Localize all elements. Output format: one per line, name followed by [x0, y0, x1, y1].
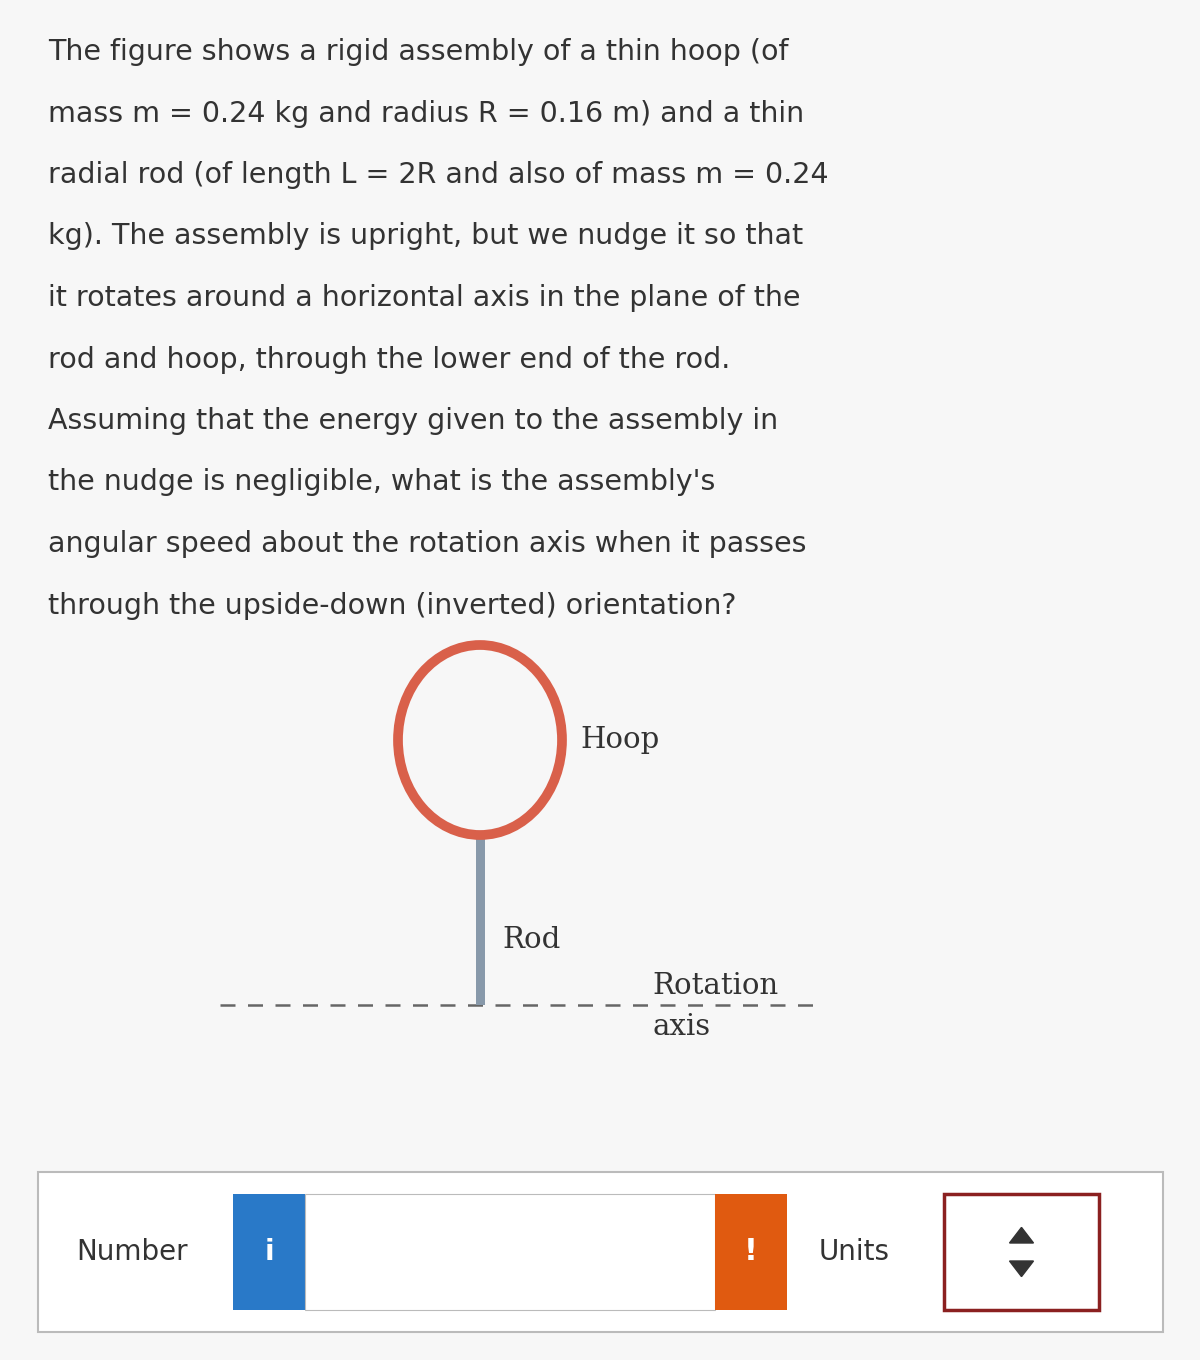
- Text: axis: axis: [652, 1013, 710, 1040]
- FancyBboxPatch shape: [38, 1172, 1163, 1331]
- Text: radial rod (of length L = 2R and also of mass m = 0.24: radial rod (of length L = 2R and also of…: [48, 160, 829, 189]
- Text: !: !: [744, 1238, 758, 1266]
- FancyBboxPatch shape: [305, 1194, 715, 1310]
- Polygon shape: [1009, 1261, 1033, 1277]
- Text: it rotates around a horizontal axis in the plane of the: it rotates around a horizontal axis in t…: [48, 284, 800, 311]
- Text: kg). The assembly is upright, but we nudge it so that: kg). The assembly is upright, but we nud…: [48, 223, 803, 250]
- Text: Hoop: Hoop: [580, 726, 659, 753]
- Text: Number: Number: [76, 1238, 187, 1266]
- Text: through the upside-down (inverted) orientation?: through the upside-down (inverted) orien…: [48, 592, 737, 620]
- FancyBboxPatch shape: [475, 835, 485, 1005]
- Text: angular speed about the rotation axis when it passes: angular speed about the rotation axis wh…: [48, 530, 806, 558]
- FancyBboxPatch shape: [233, 1194, 305, 1310]
- Text: Assuming that the energy given to the assembly in: Assuming that the energy given to the as…: [48, 407, 778, 435]
- Text: rod and hoop, through the lower end of the rod.: rod and hoop, through the lower end of t…: [48, 345, 731, 374]
- FancyBboxPatch shape: [715, 1194, 787, 1310]
- Text: The figure shows a rigid assembly of a thin hoop (of: The figure shows a rigid assembly of a t…: [48, 38, 788, 67]
- Text: Rotation: Rotation: [652, 972, 778, 1000]
- Text: the nudge is negligible, what is the assembly's: the nudge is negligible, what is the ass…: [48, 468, 715, 496]
- Text: mass m = 0.24 kg and radius R = 0.16 m) and a thin: mass m = 0.24 kg and radius R = 0.16 m) …: [48, 99, 804, 128]
- FancyBboxPatch shape: [944, 1194, 1099, 1310]
- Text: Rod: Rod: [503, 926, 560, 955]
- Text: Units: Units: [818, 1238, 890, 1266]
- Text: i: i: [264, 1238, 274, 1266]
- Polygon shape: [1009, 1227, 1033, 1243]
